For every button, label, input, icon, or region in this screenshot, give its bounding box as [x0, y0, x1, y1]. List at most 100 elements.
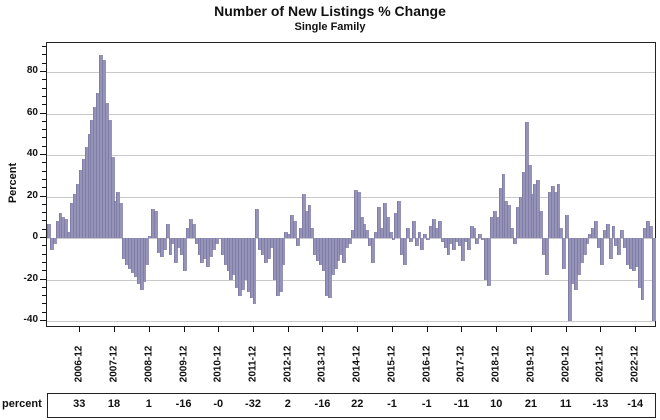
x-tick-label-2007-12: 2007-12 — [108, 345, 120, 383]
bar-month-154 — [492, 211, 497, 239]
bar-month-133 — [432, 219, 436, 239]
x-tick-label-2010-12: 2010-12 — [212, 345, 224, 383]
bar-month-145 — [466, 238, 471, 251]
bar-month-134 — [434, 227, 439, 238]
bar-month-205 — [640, 238, 645, 301]
bar-month-8 — [70, 202, 75, 239]
gridline-y--40 — [47, 321, 655, 323]
bar-month-1 — [49, 238, 54, 251]
y-minor-tick — [42, 311, 46, 313]
x-tick-2009-12 — [183, 326, 185, 332]
bar-month-76 — [267, 238, 271, 259]
bar-month-204 — [637, 238, 642, 288]
y-minor-tick — [42, 203, 46, 205]
bar-month-47 — [183, 238, 187, 272]
y-minor-tick — [42, 104, 46, 106]
bar-month-109 — [362, 223, 367, 239]
bar-month-27 — [125, 238, 130, 265]
bar-month-126 — [411, 221, 416, 239]
bar-month-107 — [356, 192, 361, 239]
bar-month-7 — [67, 231, 72, 239]
bar-month-57 — [212, 238, 216, 251]
x-tick-2011-12 — [253, 326, 254, 332]
bar-month-77 — [269, 238, 274, 249]
table-value-2020-12: 11 — [559, 398, 572, 410]
bar-month-106 — [353, 190, 358, 239]
x-tick-label-2015-12: 2015-12 — [386, 345, 398, 383]
bar-month-79 — [275, 238, 280, 297]
table-value-2011-12: -32 — [245, 398, 261, 410]
bar-month-203 — [634, 238, 639, 268]
bar-month-146 — [469, 225, 474, 239]
bar-month-197 — [617, 238, 622, 255]
bar-month-104 — [348, 238, 352, 245]
bar-month-17 — [96, 92, 101, 239]
bar-month-178 — [562, 238, 567, 270]
bar-month-12 — [81, 159, 86, 239]
x-tick-label-2021-12: 2021-12 — [594, 345, 606, 383]
y-minor-tick — [42, 187, 46, 189]
bar-month-149 — [478, 233, 483, 239]
bar-month-59 — [217, 238, 222, 240]
bar-month-177 — [559, 227, 564, 238]
bar-month-67 — [240, 238, 245, 290]
bar-month-23 — [113, 200, 118, 239]
y-minor-tick — [42, 79, 46, 81]
bar-month-26 — [122, 238, 127, 259]
bar-month-51 — [194, 238, 199, 245]
bar-month-132 — [429, 225, 434, 239]
chart-title: Number of New Listings % Change — [214, 3, 446, 19]
y-minor-tick — [42, 120, 46, 122]
bar-month-80 — [278, 238, 283, 292]
x-tick-2007-12 — [114, 326, 116, 332]
bar-month-58 — [214, 238, 219, 245]
bar-month-150 — [481, 238, 486, 241]
bar-month-186 — [585, 238, 590, 245]
x-tick-2008-12 — [148, 326, 150, 332]
bar-month-209 — [652, 238, 656, 321]
bar-month-21 — [107, 119, 112, 239]
bar-month-158 — [504, 200, 509, 239]
bar-month-38 — [157, 238, 161, 253]
bar-month-171 — [542, 238, 546, 255]
bar-month-5 — [61, 217, 66, 239]
bar-month-68 — [243, 238, 248, 280]
bar-month-15 — [90, 119, 95, 239]
bar-month-159 — [507, 204, 512, 239]
x-tick-2018-12 — [496, 326, 498, 332]
table-value-2006-12: 33 — [73, 398, 86, 410]
bar-month-49 — [188, 219, 193, 239]
bar-month-54 — [203, 238, 208, 259]
bar-month-81 — [281, 238, 286, 265]
x-tick-2010-12 — [218, 326, 220, 332]
y-minor-tick — [42, 270, 46, 272]
bar-month-110 — [365, 229, 370, 239]
bar-month-6 — [64, 219, 69, 239]
bar-month-85 — [293, 221, 297, 239]
bar-month-91 — [310, 227, 315, 238]
y-tick-60 — [40, 112, 46, 114]
bar-month-117 — [385, 217, 390, 239]
bar-month-188 — [591, 227, 596, 238]
bar-month-10 — [75, 184, 80, 239]
bar-month-35 — [148, 235, 153, 239]
bar-month-195 — [611, 225, 616, 239]
x-tick-label-2020-12: 2020-12 — [560, 345, 572, 383]
bar-month-100 — [336, 238, 341, 261]
bar-month-36 — [151, 208, 156, 239]
bar-month-123 — [403, 238, 407, 265]
bar-month-108 — [359, 217, 364, 239]
bar-month-102 — [342, 238, 347, 263]
bar-month-93 — [316, 238, 321, 261]
y-minor-tick — [42, 145, 46, 147]
bar-month-194 — [608, 238, 613, 259]
bar-month-111 — [368, 238, 373, 247]
bar-month-174 — [550, 186, 555, 239]
x-tick-2021-12 — [600, 326, 602, 332]
bar-month-136 — [440, 238, 445, 243]
bar-month-163 — [518, 196, 523, 239]
bar-month-206 — [643, 227, 648, 238]
data-table-row-label: percent — [2, 398, 42, 410]
bar-month-53 — [200, 238, 205, 263]
bar-month-73 — [258, 238, 263, 251]
